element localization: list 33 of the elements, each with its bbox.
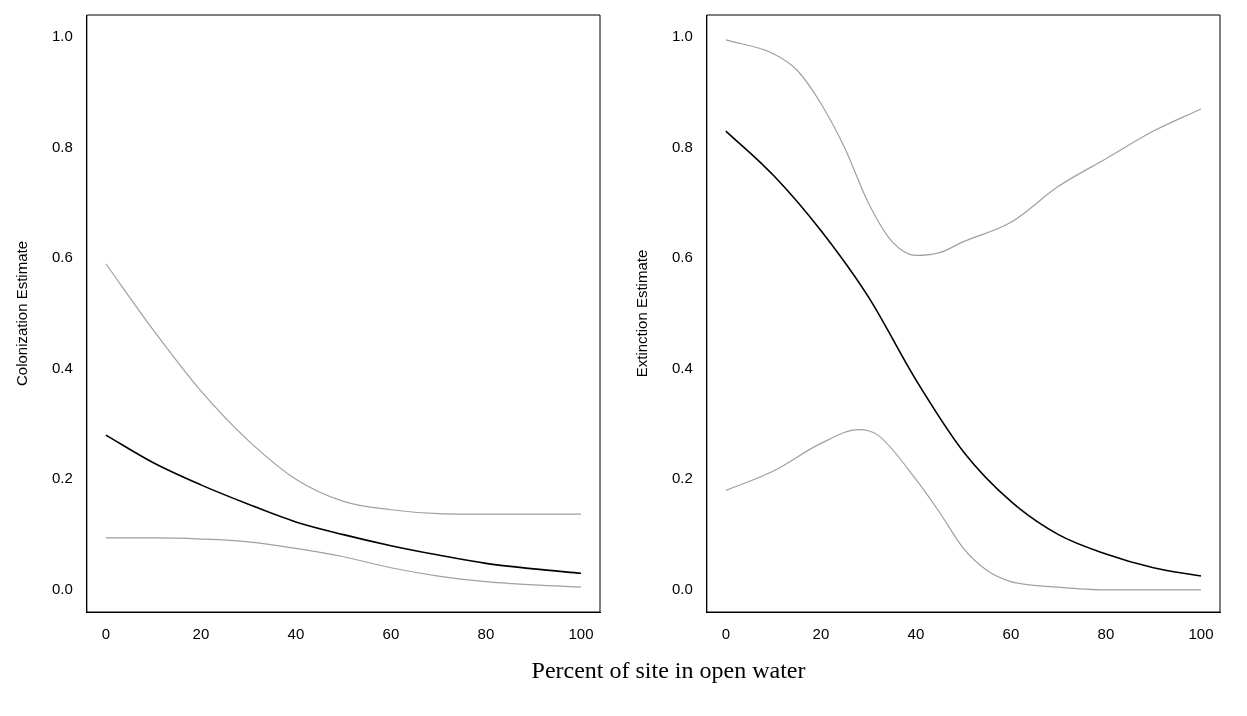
line-series: [725, 39, 1202, 257]
line-series: [105, 434, 582, 575]
y-tick-label: 0.2: [671, 469, 693, 487]
x-tick-label: 0: [101, 625, 111, 643]
x-tick-label: 20: [192, 625, 210, 643]
x-tick-label: 60: [382, 625, 400, 643]
x-tick-label: 80: [1097, 625, 1115, 643]
y-tick-label: 0.2: [51, 469, 73, 487]
line-series: [105, 537, 582, 588]
y-tick-label: 0.8: [51, 137, 73, 155]
line-series: [105, 263, 582, 515]
line-series: [725, 130, 1202, 577]
y-tick-label: 0.0: [51, 580, 73, 598]
x-tick-label: 100: [568, 625, 594, 643]
y-tick-label: 0.6: [671, 248, 693, 266]
y-axis-title: Extinction Estimate: [633, 249, 651, 378]
y-axis-title: Colonization Estimate: [13, 240, 31, 387]
x-tick-label: 0: [721, 625, 731, 643]
y-tick-label: 0.4: [51, 358, 73, 376]
x-tick-label: 60: [1002, 625, 1020, 643]
x-tick-label: 40: [907, 625, 925, 643]
y-tick-label: 1.0: [671, 27, 693, 45]
x-axis-title: Percent of site in open water: [530, 656, 807, 685]
x-tick-label: 40: [287, 625, 305, 643]
y-tick-label: 0.4: [671, 358, 693, 376]
x-tick-label: 20: [812, 625, 830, 643]
x-tick-label: 80: [477, 625, 495, 643]
y-tick-label: 0.8: [671, 137, 693, 155]
y-tick-label: 0.0: [671, 580, 693, 598]
line-series: [725, 428, 1202, 591]
y-tick-label: 1.0: [51, 27, 73, 45]
y-tick-label: 0.6: [51, 248, 73, 266]
x-tick-label: 100: [1188, 625, 1214, 643]
